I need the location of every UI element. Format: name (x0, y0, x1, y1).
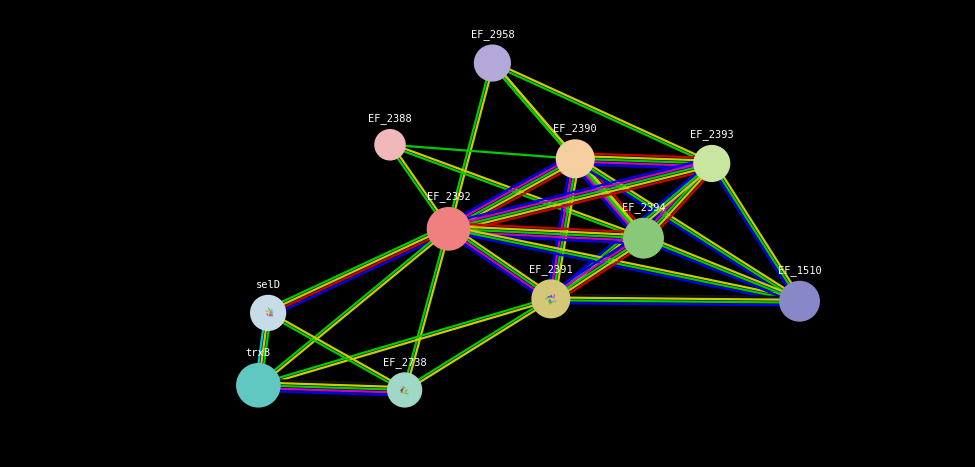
Ellipse shape (375, 130, 405, 160)
Text: EF_2393: EF_2393 (690, 129, 733, 140)
Text: selD: selD (255, 280, 281, 290)
Ellipse shape (557, 140, 594, 177)
Text: EF_2392: EF_2392 (427, 191, 470, 202)
Ellipse shape (780, 282, 819, 321)
Ellipse shape (427, 208, 470, 250)
Text: EF_2394: EF_2394 (622, 202, 665, 213)
Ellipse shape (251, 296, 286, 330)
Ellipse shape (237, 364, 280, 407)
Text: EF_2391: EF_2391 (529, 264, 572, 275)
Text: EF_2388: EF_2388 (369, 113, 411, 124)
Ellipse shape (388, 373, 421, 407)
Text: EF_2390: EF_2390 (554, 124, 597, 134)
Ellipse shape (532, 280, 569, 318)
Text: EF_1510: EF_1510 (778, 265, 821, 276)
Text: EF_2738: EF_2738 (383, 357, 426, 368)
Text: trxB: trxB (246, 348, 271, 358)
Ellipse shape (694, 146, 729, 181)
Ellipse shape (475, 45, 510, 81)
Text: EF_2958: EF_2958 (471, 29, 514, 40)
Ellipse shape (624, 219, 663, 258)
